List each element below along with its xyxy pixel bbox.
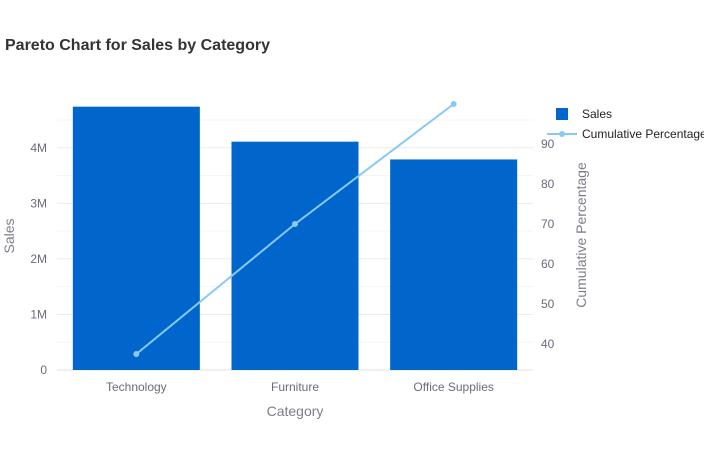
y-tick-label: 0 xyxy=(40,363,47,377)
y2-tick-label: 60 xyxy=(541,257,555,271)
bar-series xyxy=(72,106,518,371)
x-axis: Technology Furniture Office Supplies xyxy=(106,380,494,394)
legend-label-cumulative: Cumulative Percentage xyxy=(582,127,704,141)
legend-label-sales: Sales xyxy=(582,107,612,121)
bar xyxy=(72,106,200,371)
y2-tick-label: 70 xyxy=(541,217,555,231)
y2-tick-label: 80 xyxy=(541,177,555,191)
y2-tick-label: 50 xyxy=(541,297,555,311)
chart-title: Pareto Chart for Sales by Category xyxy=(5,37,270,54)
line-series xyxy=(133,101,457,357)
y-tick-label: 3M xyxy=(30,196,47,210)
y-tick-label: 4M xyxy=(30,141,47,155)
bar xyxy=(390,159,518,370)
y-axis-title: Sales xyxy=(1,218,17,253)
legend-swatch-sales xyxy=(556,108,568,120)
cumulative-point xyxy=(292,221,298,227)
x-tick-label: Furniture xyxy=(271,380,319,394)
y-axis-left: 0 1M 2M 3M 4M xyxy=(30,141,47,377)
y-axis-right: 40 50 60 70 80 90 xyxy=(541,137,555,351)
cumulative-point xyxy=(450,101,457,107)
cumulative-point xyxy=(133,351,140,357)
bar xyxy=(231,141,359,370)
x-axis-title: Category xyxy=(267,403,324,419)
legend-swatch-cumulative-marker xyxy=(559,131,565,137)
y2-axis-title: Cumulative Percentage xyxy=(573,162,589,308)
y2-tick-label: 90 xyxy=(541,137,555,151)
x-tick-label: Technology xyxy=(106,380,167,394)
x-tick-label: Office Supplies xyxy=(413,380,494,394)
y2-tick-label: 40 xyxy=(541,337,555,351)
y-tick-label: 1M xyxy=(30,307,47,321)
legend: Sales Cumulative Percentage xyxy=(547,107,704,141)
y-tick-label: 2M xyxy=(30,252,47,266)
